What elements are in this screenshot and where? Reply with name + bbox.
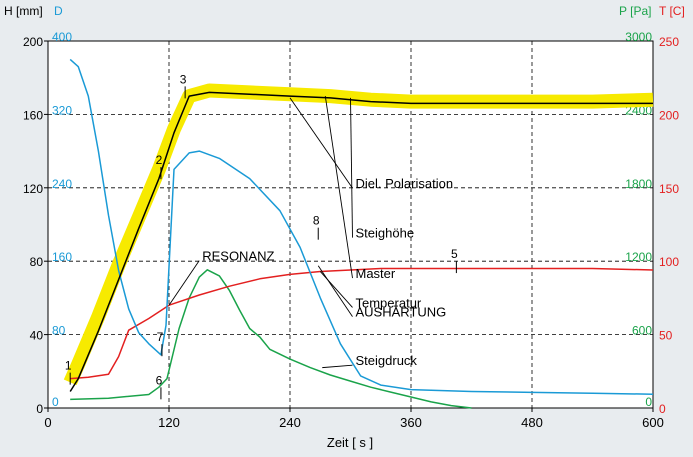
annotations: Steighöhe Master Diel. Polarisation RESONAN… [65,72,458,400]
marker-label: 3 [180,72,187,86]
left-axis-title-d: D [54,4,63,18]
y-tick-label-t: 150 [659,182,679,196]
annotation-leader [350,97,353,238]
y-tick-label-d: 80 [52,324,66,338]
marker-label: 1 [65,359,72,373]
y-tick-label-h: 120 [23,182,43,196]
x-tick-label: 240 [279,415,301,430]
y-tick-label-p: 1200 [625,250,652,264]
y-tick-label-p: 3000 [625,30,652,44]
y-tick-label-d: 240 [52,177,72,191]
y-tick-label-t: 200 [659,108,679,122]
marker-label: 5 [451,247,458,261]
marker-label: 7 [157,330,164,344]
y-tick-label-d: 320 [52,103,72,117]
annotation-label: Steighöhe [356,226,415,241]
y-tick-label-t: 100 [659,255,679,269]
series-line-steigdruck [70,269,472,409]
y-tick-label-h: 40 [30,329,44,343]
series-line-master [69,91,653,392]
annotation-label: Master [356,266,396,281]
y-tick-label-h: 80 [30,255,44,269]
annotation-leader [324,95,353,279]
x-tick-label: 120 [158,415,180,430]
marker-label: 8 [313,214,320,228]
annotation-label: Temperatur [356,295,422,310]
plot-frame [47,40,654,409]
annotation-leader [317,265,353,317]
y-tick-label-t: 250 [659,35,679,49]
right-axis-title-t: T [C] [659,4,685,18]
y-tick-label-h: 200 [23,35,43,49]
marker-label: 2 [156,153,163,167]
y-tick-label-h: 0 [36,402,43,416]
y-tick-label-h: 160 [23,108,43,122]
y-tick-label-d: 160 [52,250,72,264]
marker-label: 6 [156,373,163,387]
annotation-label: RESONANZ [202,249,274,264]
x-tick-label: 480 [521,415,543,430]
annotation-label: AUSHÄRTUNG [356,305,447,320]
y-tick-label-t: 0 [659,402,666,416]
series-line-steighöhe [63,83,654,386]
y-tick-label-t: 50 [659,329,673,343]
x-tick-label: 0 [44,415,51,430]
y-tick-label-p: 1800 [625,177,652,191]
left-axis-title: H [mm] [4,4,43,18]
annotation-leader [322,364,353,369]
x-tick-label: 600 [642,415,664,430]
annotation-leader [168,260,200,306]
annotation-label: Diel. Polarisation [356,176,454,191]
x-axis-title: Zeit [ s ] [327,435,373,450]
y-tick-label-p: 600 [632,324,652,338]
series-line-temperatur [70,267,654,380]
x-tick-label: 360 [400,415,422,430]
y-tick-label-d: 0 [52,395,59,409]
annotation-label: Steigdruck [356,353,418,368]
y-tick-label-p: 0 [645,395,652,409]
right-axis-title-p: P [Pa] [619,4,651,18]
y-tick-label-d: 400 [52,30,72,44]
axes: 0 120 240 360 480 600040801201602000801602403… [23,30,679,430]
annotation-leader [289,97,353,189]
series-layer [63,58,654,409]
series-line-diel-polarisation [69,58,654,395]
